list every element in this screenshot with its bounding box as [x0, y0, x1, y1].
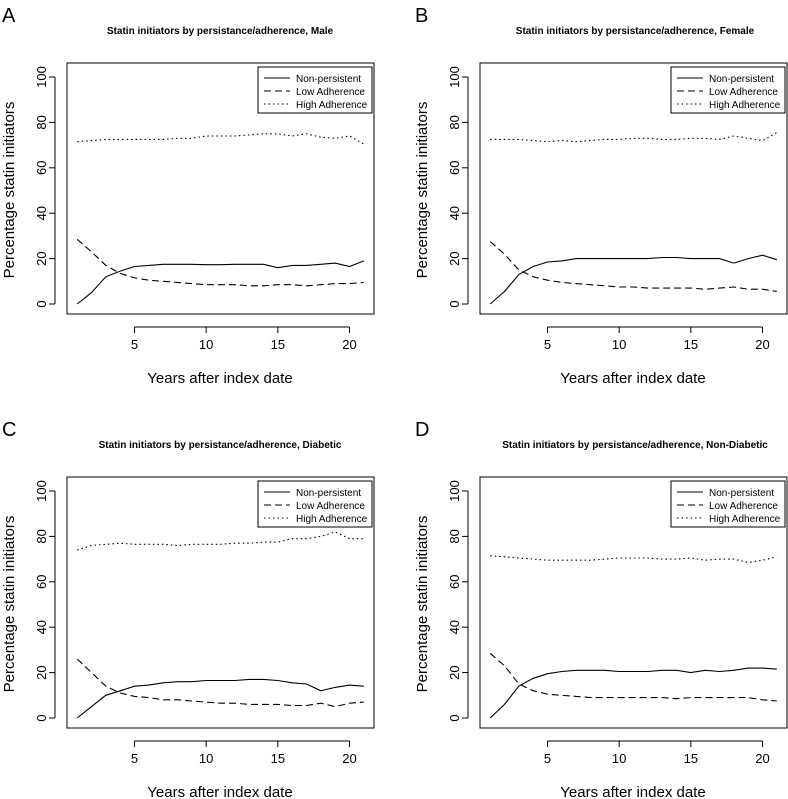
chart-title: Statin initiators by persistance/adheren…	[99, 440, 342, 451]
panel-letter: C	[2, 419, 16, 441]
series-line-low-adherence	[489, 652, 777, 702]
chart-panel-a: A Statin initiators by persistance/adhere…	[1, 5, 375, 387]
panel-letter: B	[415, 5, 428, 27]
x-tick-label: 15	[684, 751, 698, 766]
series-line-non-persistent	[76, 260, 365, 305]
x-tick-label: 10	[199, 337, 213, 352]
chart-title: Statin initiators by persistance/adheren…	[502, 440, 768, 451]
chart-title: Statin initiators by persistance/adheren…	[107, 26, 334, 37]
legend-entry: Low Adherence	[709, 501, 778, 512]
x-tick-label: 15	[271, 751, 285, 766]
series-line-high-adherence	[490, 132, 778, 143]
series-line-high-adherence	[77, 133, 365, 145]
legend-entry: Low Adherence	[296, 501, 365, 512]
y-tick-label: 80	[447, 115, 462, 129]
chart-panel-c: C Statin initiators by persistance/adhere…	[1, 419, 375, 799]
y-tick-label: 100	[34, 480, 49, 502]
legend-entry: High Adherence	[709, 100, 781, 111]
chart-title: Statin initiators by persistance/adheren…	[516, 26, 755, 37]
x-tick-label: 20	[342, 751, 356, 766]
panel-letter: D	[415, 419, 429, 441]
x-tick-label: 5	[131, 337, 138, 352]
series-line-low-adherence	[76, 658, 364, 708]
series-line-high-adherence	[490, 555, 777, 564]
x-tick-label: 5	[131, 751, 138, 766]
legend-entry: Non-persistent	[709, 74, 774, 85]
legend-entry: High Adherence	[296, 100, 368, 111]
y-tick-label: 100	[447, 66, 462, 88]
y-tick-label: 20	[447, 251, 462, 265]
legend-entry: Low Adherence	[709, 87, 778, 98]
legend-box	[670, 480, 786, 528]
y-tick-label: 80	[447, 529, 462, 543]
legend: Non-persistent Low Adherence High Adherenc…	[670, 66, 786, 114]
legend-entry: High Adherence	[709, 514, 781, 525]
y-tick-label: 80	[34, 115, 49, 129]
x-tick-label: 10	[612, 751, 626, 766]
y-tick-label: 100	[34, 66, 49, 88]
x-axis-label: Years after index date	[147, 370, 292, 387]
series-line-low-adherence	[489, 241, 777, 293]
legend: Non-persistent Low Adherence High Adherenc…	[257, 66, 373, 114]
x-tick-label: 15	[684, 337, 698, 352]
plot-frame	[66, 476, 375, 729]
y-tick-label: 20	[34, 251, 49, 265]
y-tick-label: 60	[447, 575, 462, 589]
legend-box	[257, 480, 373, 528]
y-axis-label: Percentage statin initiators	[1, 102, 18, 279]
y-tick-label: 40	[34, 206, 49, 220]
x-tick-label: 10	[199, 751, 213, 766]
series-line-non-persistent	[489, 667, 777, 719]
y-tick-label: 20	[447, 665, 462, 679]
legend-entry: Non-persistent	[296, 74, 361, 85]
x-tick-label: 10	[612, 337, 626, 352]
chart-panel-b: B Statin initiators by persistance/adhere…	[414, 5, 788, 387]
series-line-low-adherence	[76, 238, 364, 287]
y-axis-label: Percentage statin initiators	[414, 102, 431, 279]
y-tick-label: 60	[34, 575, 49, 589]
y-tick-label: 40	[34, 620, 49, 634]
y-axis-label: Percentage statin initiators	[414, 516, 431, 693]
x-tick-label: 5	[544, 751, 551, 766]
legend: Non-persistent Low Adherence High Adherenc…	[257, 480, 373, 528]
x-tick-label: 5	[544, 337, 551, 352]
x-tick-label: 20	[342, 337, 356, 352]
panel-letter: A	[2, 5, 16, 27]
y-tick-label: 60	[34, 161, 49, 175]
x-tick-label: 15	[271, 337, 285, 352]
chart-panel-d: D Statin initiators by persistance/adhere…	[414, 419, 788, 799]
x-tick-label: 20	[755, 751, 769, 766]
plot-frame	[479, 476, 788, 729]
y-tick-label: 40	[447, 620, 462, 634]
y-tick-label: 0	[34, 714, 49, 721]
x-axis-label: Years after index date	[560, 784, 705, 799]
legend-entry: High Adherence	[296, 514, 368, 525]
legend-box	[257, 66, 373, 114]
x-axis-label: Years after index date	[147, 784, 292, 799]
x-tick-label: 20	[755, 337, 769, 352]
plot-frame	[479, 62, 788, 315]
series-line-non-persistent	[76, 678, 364, 719]
y-tick-label: 60	[447, 161, 462, 175]
legend-entry: Non-persistent	[296, 488, 361, 499]
legend-entry: Low Adherence	[296, 87, 365, 98]
y-tick-label: 0	[447, 714, 462, 721]
legend: Non-persistent Low Adherence High Adherenc…	[670, 480, 786, 528]
legend-box	[670, 66, 786, 114]
y-tick-label: 80	[34, 529, 49, 543]
series-line-high-adherence	[77, 531, 364, 551]
x-axis-label: Years after index date	[560, 370, 705, 387]
y-axis-label: Percentage statin initiators	[1, 516, 18, 693]
y-tick-label: 100	[447, 480, 462, 502]
plot-frame	[66, 62, 375, 315]
y-tick-label: 0	[34, 300, 49, 307]
y-tick-label: 40	[447, 206, 462, 220]
y-tick-label: 20	[34, 665, 49, 679]
y-tick-label: 0	[447, 300, 462, 307]
series-line-non-persistent	[489, 254, 777, 305]
legend-entry: Non-persistent	[709, 488, 774, 499]
